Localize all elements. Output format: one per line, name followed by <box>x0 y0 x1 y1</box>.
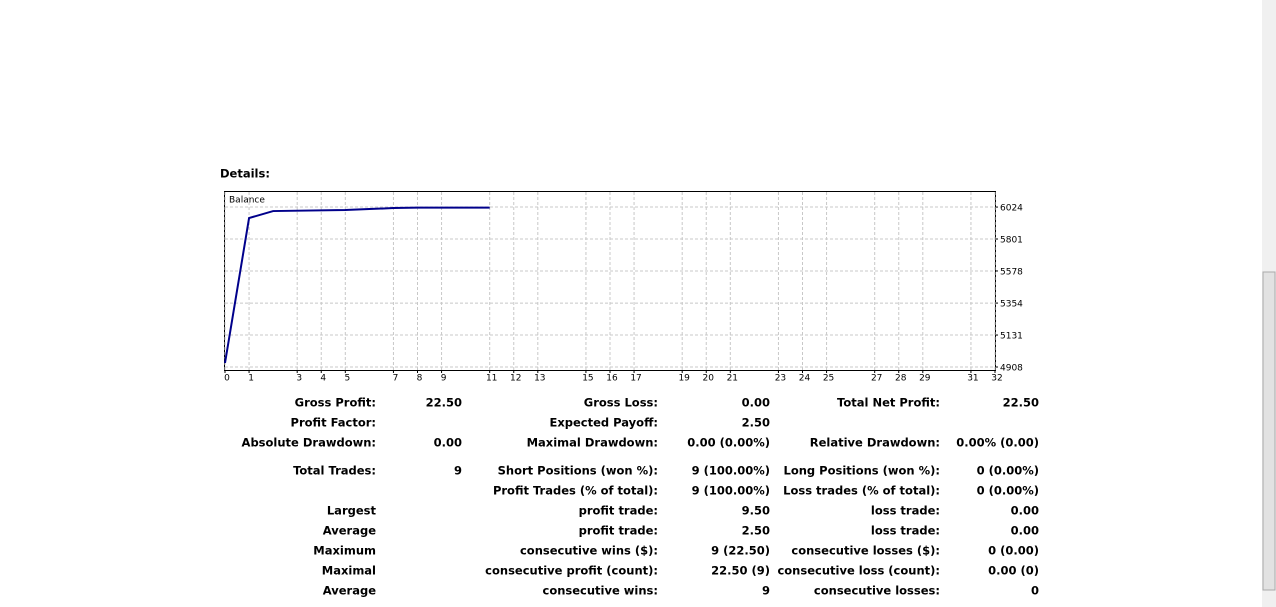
y-tick-label: 6024 <box>1000 204 1023 214</box>
table-value: 9 (22.50) <box>711 544 770 558</box>
table-label: Loss trades (% of total): <box>783 484 940 498</box>
table-label: Maximal Drawdown: <box>527 436 658 450</box>
table-value: 22.50 <box>426 396 462 410</box>
table-label: Largest <box>327 504 377 518</box>
x-tick-label: 20 <box>703 374 715 384</box>
table-value: 9 (100.00%) <box>692 484 770 498</box>
table-label: Relative Drawdown: <box>810 436 940 450</box>
table-label: Maximal <box>322 564 376 578</box>
table-value: 0.00 <box>1011 524 1039 538</box>
table-value: 2.50 <box>742 524 770 538</box>
table-label: profit trade: <box>579 524 658 538</box>
y-tick-label: 5354 <box>1000 300 1023 310</box>
table-label: Gross Profit: <box>295 396 376 410</box>
x-tick-label: 27 <box>871 374 882 384</box>
x-tick-label: 16 <box>606 374 618 384</box>
x-tick-label: 19 <box>678 374 690 384</box>
table-value: 2.50 <box>742 416 770 430</box>
x-tick-label: 28 <box>895 374 907 384</box>
table-label: Absolute Drawdown: <box>242 436 376 450</box>
x-tick-label: 9 <box>441 374 447 384</box>
y-tick-label: 4908 <box>1000 363 1023 373</box>
x-tick-label: 0 <box>224 374 230 384</box>
table-label: Total Trades: <box>293 464 376 478</box>
x-tick-label: 5 <box>344 374 350 384</box>
table-label: consecutive wins: <box>543 584 659 598</box>
chart-frame <box>224 191 996 371</box>
x-tick-label: 24 <box>799 374 811 384</box>
x-tick-label: 4 <box>320 374 326 384</box>
table-label: Gross Loss: <box>584 396 658 410</box>
table-label: Average <box>323 524 376 538</box>
table-value: 0.00 <box>434 436 462 450</box>
table-label: loss trade: <box>871 524 940 538</box>
x-tick-label: 32 <box>991 374 1002 384</box>
table-label: Short Positions (won %): <box>498 464 658 478</box>
x-tick-label: 15 <box>582 374 593 384</box>
x-tick-label: 3 <box>296 374 302 384</box>
table-value: 0.00 (0) <box>988 564 1039 578</box>
table-label: consecutive loss (count): <box>777 564 940 578</box>
x-tick-label: 13 <box>534 374 545 384</box>
x-tick-label: 7 <box>393 374 399 384</box>
table-label: consecutive profit (count): <box>485 564 658 578</box>
table-value: 0 (0.00%) <box>977 484 1039 498</box>
table-value: 0.00 (0.00%) <box>687 436 770 450</box>
table-label: loss trade: <box>871 504 940 518</box>
table-value: 0.00 <box>1011 504 1039 518</box>
table-label: Total Net Profit: <box>837 396 940 410</box>
x-tick-label: 12 <box>510 374 521 384</box>
x-tick-label: 8 <box>417 374 423 384</box>
x-tick-label: 1 <box>248 374 254 384</box>
table-label: Long Positions (won %): <box>784 464 941 478</box>
x-tick-label: 11 <box>486 374 497 384</box>
table-value: 0.00% (0.00) <box>956 436 1039 450</box>
table-label: Maximum <box>313 544 376 558</box>
balance-line <box>224 206 490 364</box>
table-label: Average <box>323 584 376 598</box>
table-label: consecutive losses ($): <box>791 544 940 558</box>
table-value: 0 (0.00) <box>988 544 1039 558</box>
x-tick-label: 25 <box>823 374 834 384</box>
table-value: 9 <box>762 584 770 598</box>
x-tick-label: 31 <box>967 374 978 384</box>
heading: Details: <box>220 167 270 181</box>
table-value: 0 (0.00%) <box>977 464 1039 478</box>
table-value: 0 <box>1031 584 1039 598</box>
table-label: Profit Trades (% of total): <box>493 484 658 498</box>
table-label: consecutive losses: <box>814 584 940 598</box>
table-value: 22.50 (9) <box>711 564 770 578</box>
table-value: 0.00 <box>742 396 770 410</box>
table-label: Profit Factor: <box>291 416 376 430</box>
y-tick-label: 5131 <box>1000 332 1023 342</box>
y-tick-label: 5578 <box>1000 267 1023 277</box>
x-tick-label: 29 <box>919 374 931 384</box>
x-tick-label: 17 <box>630 374 641 384</box>
table-label: profit trade: <box>579 504 658 518</box>
table-value: 9.50 <box>742 504 770 518</box>
x-tick-label: 23 <box>775 374 786 384</box>
scrollbar-thumb[interactable] <box>1262 271 1276 591</box>
table-value: 22.50 <box>1003 396 1039 410</box>
table-label: consecutive wins ($): <box>520 544 658 558</box>
table-label: Expected Payoff: <box>550 416 659 430</box>
x-tick-label: 21 <box>727 374 738 384</box>
legend-label: Balance <box>229 196 265 206</box>
table-value: 9 (100.00%) <box>692 464 770 478</box>
table-value: 9 <box>454 464 462 478</box>
y-tick-label: 5801 <box>1000 236 1023 246</box>
